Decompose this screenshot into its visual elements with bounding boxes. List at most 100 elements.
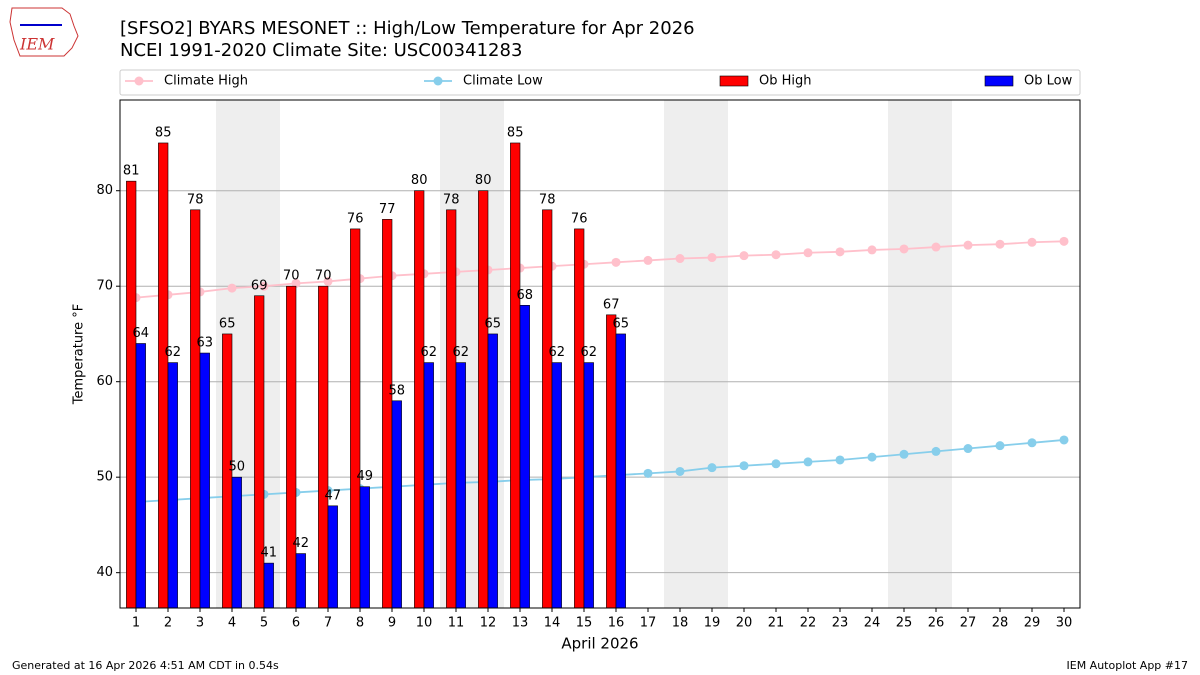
data-label: 76	[571, 211, 588, 226]
point	[643, 468, 653, 478]
x-tick-label: 30	[1056, 616, 1073, 631]
data-label: 68	[517, 288, 534, 303]
bar	[478, 190, 489, 609]
point	[803, 248, 813, 258]
bar	[487, 333, 498, 609]
point	[995, 441, 1005, 451]
y-tick-label: 60	[96, 374, 113, 389]
bar	[295, 553, 306, 609]
point	[291, 278, 301, 288]
point	[1027, 237, 1037, 247]
footer-left: Generated at 16 Apr 2026 4:51 AM CDT in …	[12, 659, 279, 672]
x-tick-label: 26	[928, 616, 945, 631]
point	[643, 255, 653, 265]
data-label: 85	[155, 125, 172, 140]
data-label: 47	[325, 488, 342, 503]
x-tick-label: 16	[608, 616, 625, 631]
point	[963, 240, 973, 250]
logo: IEM	[9, 7, 79, 57]
x-tick-label: 17	[640, 616, 657, 631]
data-label: 69	[251, 278, 268, 293]
x-tick-label: 24	[864, 616, 881, 631]
point	[835, 247, 845, 257]
bar	[542, 209, 553, 609]
x-tick-label: 7	[324, 616, 332, 631]
data-label: 65	[219, 316, 236, 331]
bar	[382, 219, 393, 609]
data-label: 78	[539, 192, 556, 207]
x-tick-label: 29	[1024, 616, 1041, 631]
x-tick-label: 14	[544, 616, 561, 631]
plot-frame	[119, 99, 1081, 609]
bar	[446, 209, 457, 609]
x-tick-label: 21	[768, 616, 785, 631]
weekend-shade	[664, 100, 728, 608]
x-tick-label: 4	[228, 616, 236, 631]
legend-label: Climate High	[164, 74, 248, 89]
point	[899, 449, 909, 459]
data-label: 76	[347, 211, 364, 226]
point	[835, 455, 845, 465]
point	[739, 461, 749, 471]
point	[803, 457, 813, 467]
bar	[519, 305, 530, 609]
point	[323, 276, 333, 286]
y-tick-label: 80	[96, 183, 113, 198]
bar	[318, 285, 329, 609]
point	[867, 245, 877, 255]
bar	[615, 333, 626, 609]
bar	[359, 486, 370, 609]
data-label: 85	[507, 125, 524, 140]
x-tick-label: 5	[260, 616, 268, 631]
bar	[167, 362, 178, 609]
legend-label: Climate Low	[463, 74, 543, 89]
legend-label: Ob Low	[1024, 74, 1073, 89]
bar	[254, 295, 265, 609]
data-label: 42	[293, 536, 310, 551]
footer-right: IEM Autoplot App #17	[1067, 659, 1189, 672]
x-tick-label: 18	[672, 616, 689, 631]
point	[675, 466, 685, 476]
bar	[199, 352, 210, 609]
y-axis-label: Temperature °F	[72, 304, 87, 405]
data-label: 78	[187, 192, 204, 207]
bar	[455, 362, 466, 609]
data-label: 65	[613, 316, 630, 331]
logo-text: IEM	[19, 35, 55, 54]
x-tick-label: 22	[800, 616, 817, 631]
chart-title: [SFSO2] BYARS MESONET :: High/Low Temper…	[120, 18, 695, 39]
point	[739, 251, 749, 261]
bar	[583, 362, 594, 609]
line	[135, 240, 1065, 299]
x-tick-label: 6	[292, 616, 300, 631]
x-tick-label: 10	[416, 616, 433, 631]
bar	[135, 343, 146, 609]
bar	[190, 209, 201, 609]
x-tick-label: 25	[896, 616, 913, 631]
weekend-shade	[888, 100, 952, 608]
x-tick-label: 8	[356, 616, 364, 631]
point	[1059, 435, 1069, 445]
point	[899, 244, 909, 254]
bar	[286, 285, 297, 609]
point	[259, 281, 269, 291]
x-tick-label: 2	[164, 616, 172, 631]
data-label: 70	[283, 269, 300, 284]
point	[707, 463, 717, 473]
x-tick-label: 27	[960, 616, 977, 631]
x-tick-label: 28	[992, 616, 1009, 631]
point	[1027, 438, 1037, 448]
data-label: 67	[603, 297, 620, 312]
data-label: 62	[421, 345, 438, 360]
chart-subtitle: NCEI 1991-2020 Climate Site: USC00341283	[120, 40, 522, 61]
bar	[327, 505, 338, 609]
x-tick-label: 19	[704, 616, 721, 631]
legend-marker	[433, 76, 443, 86]
data-label: 50	[229, 460, 246, 475]
x-tick-label: 15	[576, 616, 593, 631]
point	[771, 250, 781, 260]
data-label: 70	[315, 269, 332, 284]
bar	[391, 400, 402, 609]
data-label: 78	[443, 192, 460, 207]
data-label: 62	[581, 345, 598, 360]
